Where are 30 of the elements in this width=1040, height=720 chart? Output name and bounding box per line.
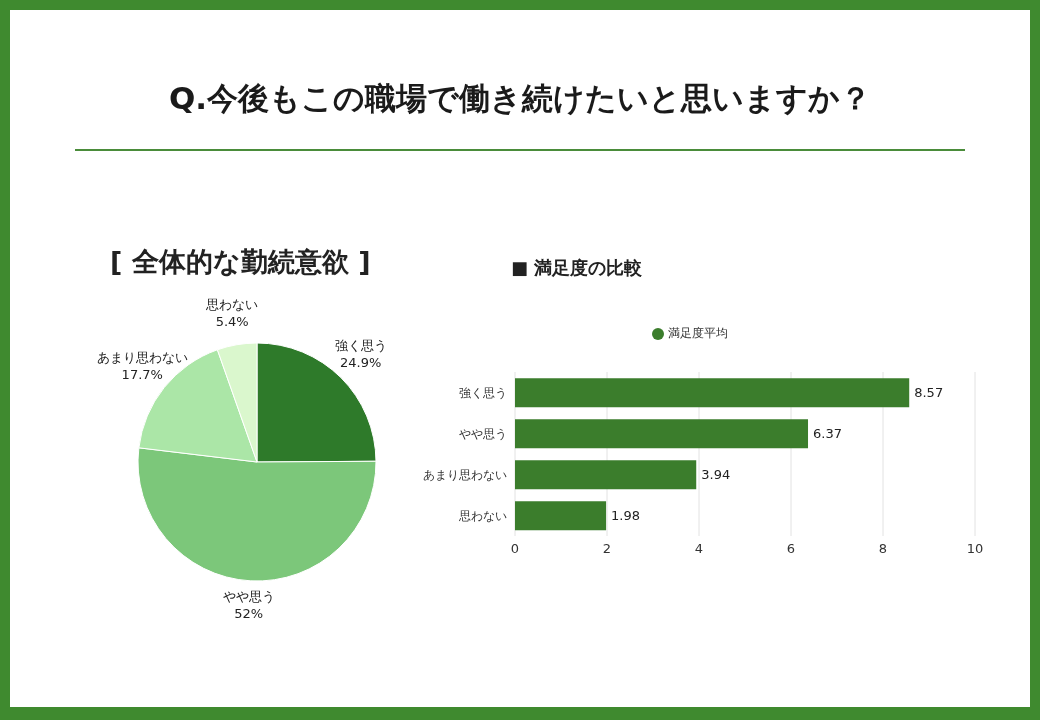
data-label: 6.37: [813, 426, 842, 442]
legend-label: 満足度平均: [668, 326, 728, 340]
slice-label: あまり思わない: [96, 350, 188, 366]
data-label: 1.98: [611, 508, 641, 524]
bar: [515, 378, 910, 408]
x-tick-label: 8: [878, 541, 888, 557]
data-label: 3.94: [701, 467, 731, 483]
data-label: 52%: [234, 605, 264, 621]
bar: [515, 460, 697, 490]
bar: [515, 501, 607, 531]
data-label: 5.4%: [215, 314, 249, 330]
x-tick-label: 6: [786, 541, 796, 557]
text: Q.今後もこの職場で働き続けたいと思いますか？: [167, 79, 873, 118]
chart-subtitle: [ 全体的な勤続意欲 ]: [110, 245, 371, 279]
slice-label: やや思う: [222, 588, 275, 604]
y-tick-label: 思わない: [458, 508, 507, 523]
data-label: 8.57: [914, 385, 944, 401]
data-label: 24.9%: [339, 354, 382, 370]
y-tick-label: 強く思う: [459, 385, 507, 400]
slice-label: 思わない: [205, 297, 259, 313]
x-tick-label: 4: [694, 541, 704, 557]
chart-title: ■ 満足度の比較: [511, 256, 643, 280]
bar: [515, 419, 809, 449]
x-tick-label: 0: [510, 541, 520, 557]
data-label: 17.7%: [121, 367, 163, 383]
x-tick-label: 10: [966, 541, 984, 557]
y-tick-label: あまり思わない: [423, 467, 507, 482]
slice-label: 強く思う: [334, 337, 387, 353]
y-tick-label: やや思う: [459, 426, 507, 441]
x-tick-label: 2: [602, 541, 612, 557]
